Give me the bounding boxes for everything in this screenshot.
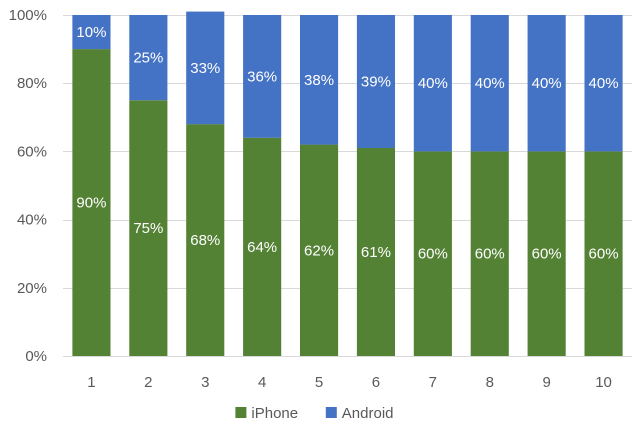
data-label-android: 40% [589,75,619,92]
data-label-iphone: 61% [361,244,391,261]
y-tick-label: 100% [9,7,47,24]
y-tick-label: 20% [17,280,47,297]
bar-segment-iphone [186,124,225,357]
y-tick-label: 80% [17,75,47,92]
data-label-iphone: 60% [532,246,562,263]
data-label-android: 40% [532,75,562,92]
data-label-iphone: 68% [190,232,220,249]
bar-segment-iphone [72,49,111,356]
legend-label: iPhone [251,405,298,422]
legend-swatch [325,407,337,418]
data-label-android: 10% [76,24,106,41]
y-tick-label: 40% [17,212,47,229]
data-label-android: 40% [418,75,448,92]
y-tick-label: 60% [17,143,47,160]
x-tick-label: 3 [201,374,209,391]
data-label-android: 38% [304,72,334,89]
data-label-iphone: 75% [133,220,163,237]
x-tick-label: 6 [372,374,380,391]
bar-segment-android [356,15,396,148]
x-tick-label: 9 [542,374,550,391]
data-label-android: 36% [247,68,277,85]
x-tick-label: 7 [429,374,437,391]
bar-segment-android [72,15,111,50]
bar-segment-android [413,15,452,152]
bar-segment-iphone [413,151,452,356]
bar-segment-iphone [584,151,623,356]
bar-segment-iphone [129,100,168,356]
data-label-android: 39% [361,73,391,90]
data-label-android: 40% [475,75,505,92]
bar-segment-iphone [299,144,339,356]
x-tick-label: 4 [258,374,266,391]
bar-segment-android [243,15,282,138]
x-tick-label: 1 [87,374,95,391]
bar-segment-iphone [527,151,566,356]
bar-segment-android [129,15,168,101]
data-label-iphone: 64% [247,239,277,256]
bar-segment-android [527,15,566,152]
legend-swatch [235,407,247,418]
legend-label: Android [342,405,394,422]
bar-segment-android [299,15,339,145]
data-label-iphone: 60% [589,246,619,263]
data-label-iphone: 62% [304,242,334,259]
bar-segment-iphone [356,147,396,356]
legend-item-android: Android [325,405,394,422]
y-tick-label: 0% [25,348,47,365]
x-tick-label: 2 [144,374,152,391]
data-label-android: 25% [133,50,163,67]
data-label-android: 33% [190,60,220,77]
bar-segment-iphone [470,151,509,356]
x-tick-label: 10 [595,374,612,391]
legend-item-iphone: iPhone [235,405,298,422]
x-tick-label: 5 [315,374,323,391]
bar-segment-iphone [243,137,282,356]
data-label-iphone: 60% [418,246,448,263]
data-label-iphone: 60% [475,246,505,263]
data-label-iphone: 90% [76,195,106,212]
x-tick-label: 8 [486,374,494,391]
bar-segment-android [470,15,509,152]
bar-segment-android [584,15,623,152]
bar-segment-android [186,11,225,125]
